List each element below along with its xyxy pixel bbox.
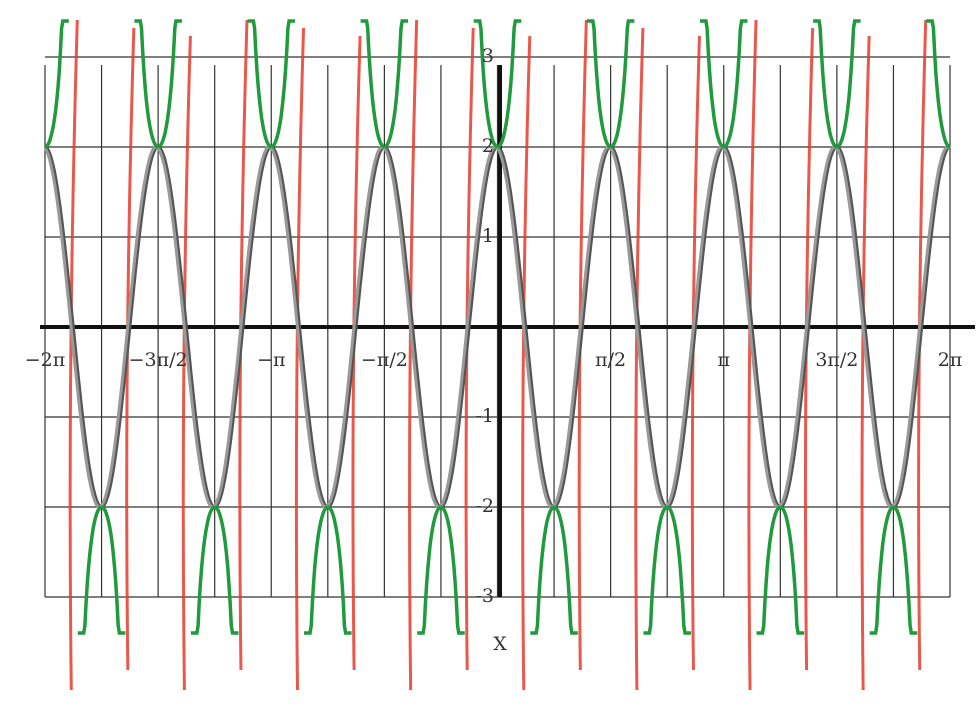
green-curve xyxy=(757,507,781,633)
y-tick-label: -1 xyxy=(475,405,494,427)
x-tick-label: −π xyxy=(257,349,285,371)
x-tick-label: −2π xyxy=(25,349,66,371)
x-tick-label: 3π/2 xyxy=(815,349,858,371)
green-curve xyxy=(215,507,239,633)
green-curve xyxy=(441,507,465,633)
x-axis-label: X xyxy=(493,633,507,655)
green-curve xyxy=(78,507,102,633)
green-curve xyxy=(667,507,691,633)
green-curve xyxy=(474,21,498,147)
green-curve xyxy=(611,21,635,147)
y-tick-label: -3 xyxy=(475,585,494,607)
green-curve xyxy=(530,507,554,633)
y-tick-label: 1 xyxy=(482,225,494,247)
green-curve xyxy=(870,507,894,633)
green-curve xyxy=(271,21,295,147)
sketch: X −2π −3π/2 −π −π/2 π/2 π 3π/2 2π 3 2 1 -1 -2 -3 xyxy=(0,0,977,719)
green-curve xyxy=(102,507,126,633)
grid xyxy=(40,57,975,597)
green-curve xyxy=(700,21,724,147)
green-curve xyxy=(304,507,328,633)
y-tick-label: 3 xyxy=(482,45,494,67)
x-tick-label: −3π/2 xyxy=(129,349,188,371)
x-tick-label: −π/2 xyxy=(361,349,408,371)
green-curve xyxy=(780,507,804,633)
green-curve xyxy=(248,21,272,147)
green-curve xyxy=(134,21,158,147)
green-curve xyxy=(724,21,748,147)
green-curve xyxy=(361,21,385,147)
green-curve xyxy=(384,21,408,147)
y-tick-label: -2 xyxy=(475,495,494,517)
green-curve xyxy=(837,21,861,147)
x-tick-label: π/2 xyxy=(595,349,626,371)
x-tick-label: 2π xyxy=(938,349,963,371)
green-curve xyxy=(328,507,352,633)
green-curve xyxy=(926,21,950,147)
green-curve xyxy=(643,507,667,633)
green-curve xyxy=(191,507,215,633)
green-curve xyxy=(417,507,441,633)
y-tick-label: 2 xyxy=(482,135,494,157)
green-curve xyxy=(45,21,69,147)
green-curve xyxy=(554,507,578,633)
green-curve xyxy=(158,21,182,147)
green-curve xyxy=(893,507,917,633)
x-tick-label: π xyxy=(718,349,731,371)
green-curve xyxy=(587,21,611,147)
green-curve xyxy=(813,21,837,147)
